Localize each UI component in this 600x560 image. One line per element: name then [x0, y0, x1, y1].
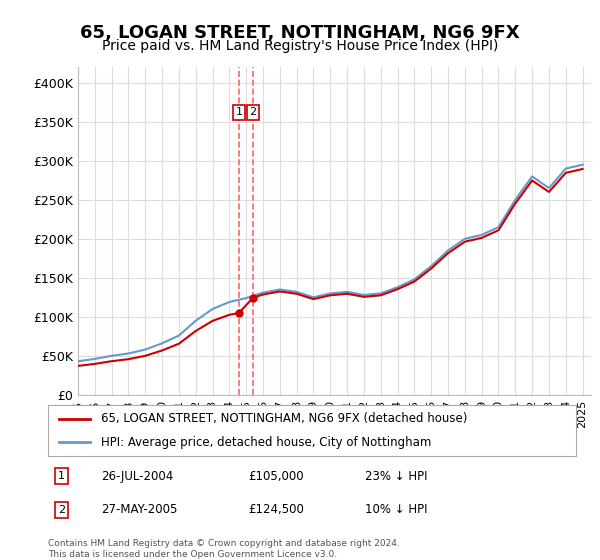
Text: 1: 1 — [58, 472, 65, 482]
Text: Contains HM Land Registry data © Crown copyright and database right 2024.
This d: Contains HM Land Registry data © Crown c… — [48, 539, 400, 559]
Text: 65, LOGAN STREET, NOTTINGHAM, NG6 9FX: 65, LOGAN STREET, NOTTINGHAM, NG6 9FX — [80, 24, 520, 41]
Text: £105,000: £105,000 — [248, 470, 304, 483]
Text: Price paid vs. HM Land Registry's House Price Index (HPI): Price paid vs. HM Land Registry's House … — [102, 39, 498, 53]
Text: 65, LOGAN STREET, NOTTINGHAM, NG6 9FX (detached house): 65, LOGAN STREET, NOTTINGHAM, NG6 9FX (d… — [101, 412, 467, 425]
Text: HPI: Average price, detached house, City of Nottingham: HPI: Average price, detached house, City… — [101, 436, 431, 449]
Text: 2: 2 — [58, 505, 65, 515]
Text: 27-MAY-2005: 27-MAY-2005 — [101, 503, 177, 516]
Text: 26-JUL-2004: 26-JUL-2004 — [101, 470, 173, 483]
Text: 1: 1 — [235, 108, 242, 118]
Text: 2: 2 — [250, 108, 257, 118]
Text: 10% ↓ HPI: 10% ↓ HPI — [365, 503, 427, 516]
Text: 23% ↓ HPI: 23% ↓ HPI — [365, 470, 427, 483]
Text: £124,500: £124,500 — [248, 503, 305, 516]
